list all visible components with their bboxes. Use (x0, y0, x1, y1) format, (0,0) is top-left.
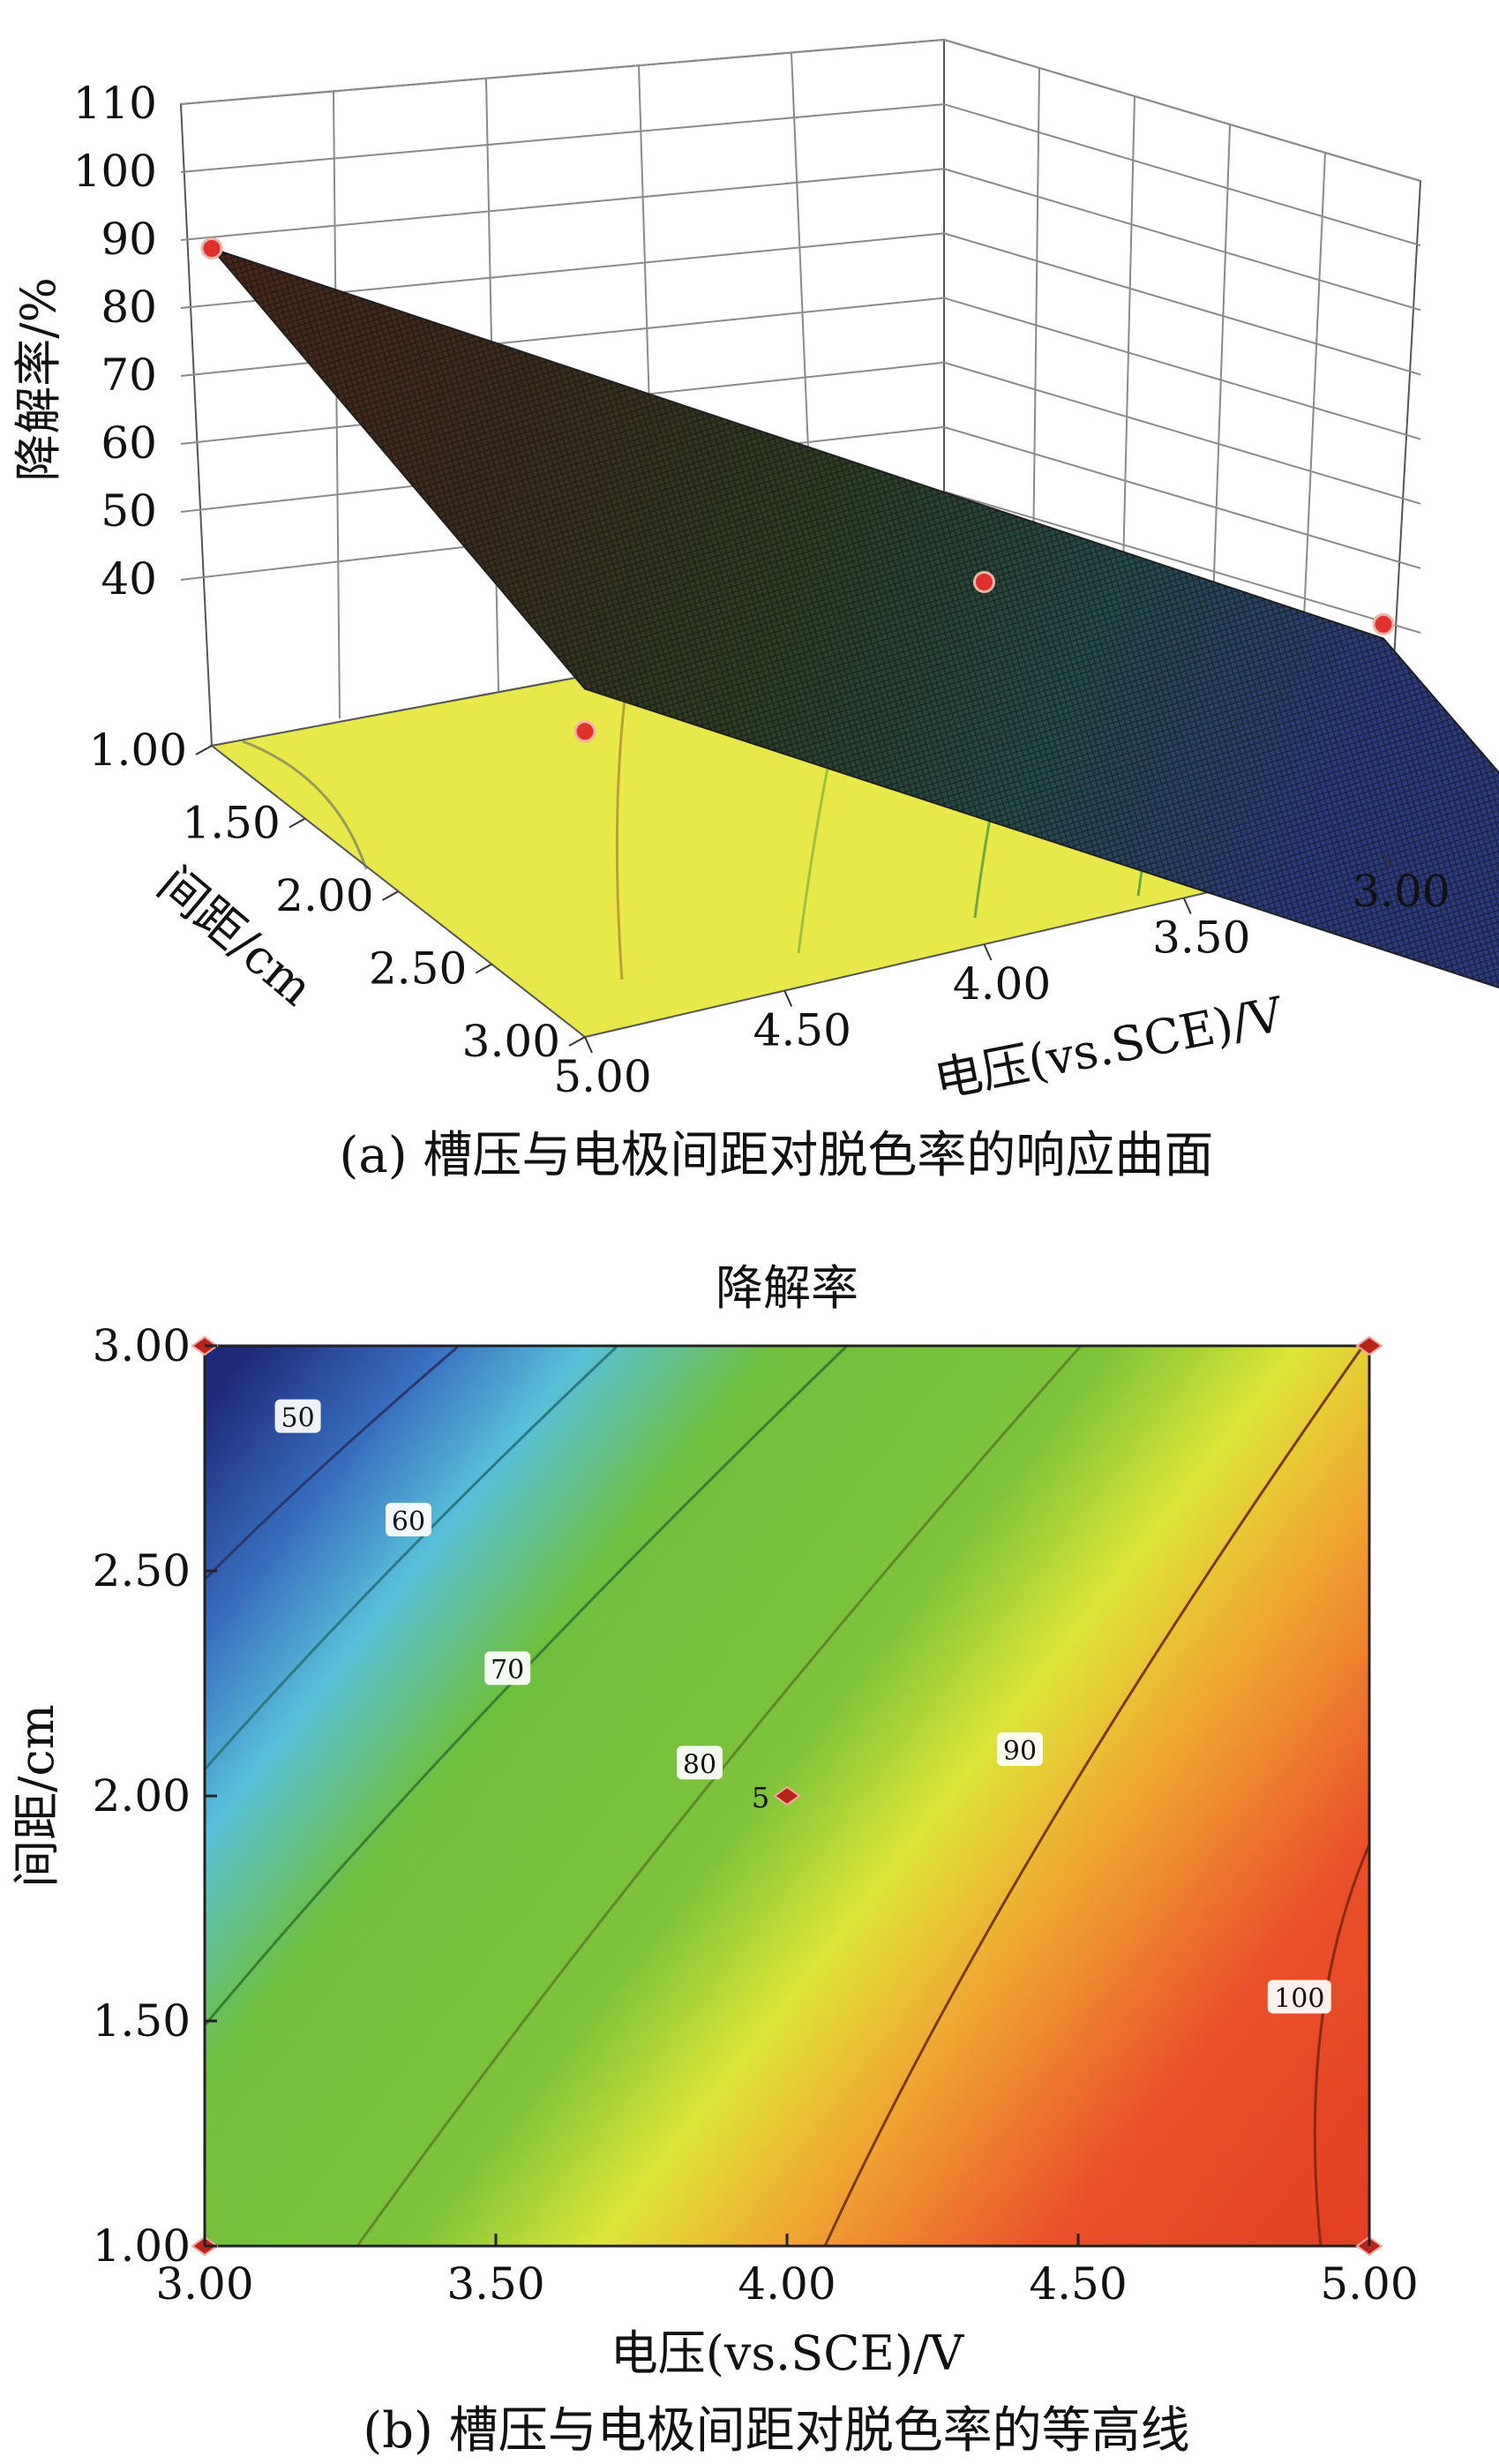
y-tick-label: 2.50 (93, 1545, 191, 1596)
y-tick-label: 1.50 (93, 1995, 191, 2047)
floor-contour (242, 740, 368, 870)
contour-label: 90 (1003, 1736, 1037, 1767)
voltage-tick-mark (783, 990, 793, 1007)
surface-design-point (973, 571, 995, 593)
y-tick-label: 1.00 (93, 2220, 191, 2272)
contour-label-box (386, 1502, 431, 1536)
spacing-tick-mark (382, 890, 399, 901)
spacing-tick-mark (568, 1036, 586, 1047)
x-tick-label: 3.50 (446, 2258, 544, 2310)
z-tick-label: 90 (101, 214, 157, 265)
z-tick-label: 100 (73, 146, 157, 197)
spacing-tick-mark (475, 963, 492, 974)
spacing-tick-mark (195, 745, 213, 755)
spacing-axis-ticks: 1.00 1.50 2.00 2.50 3.00 (89, 725, 586, 1067)
center-point-count: 5 (752, 1781, 769, 1814)
x-tick-label: 3.00 (155, 2258, 253, 2310)
wall-gridline (180, 168, 1421, 312)
z-axis-label: 降解率/% (11, 277, 66, 482)
z-axis-ticks: 40 50 60 70 80 90 100 110 (73, 78, 157, 605)
spacing-tick-label: 2.50 (369, 943, 467, 995)
y-axis-ticks: 1.00 1.50 2.00 2.50 3.00 (93, 1320, 217, 2272)
contour-line-80 (356, 1346, 1083, 2246)
wall-gridline (180, 103, 1421, 247)
contour-line-90 (823, 1346, 1365, 2246)
contour-label-box (677, 1746, 723, 1780)
wall-gridlines (180, 38, 1421, 804)
contour-label-box (997, 1732, 1043, 1766)
x-tick-label: 4.50 (1029, 2258, 1127, 2310)
contour-line-60 (205, 1346, 619, 1770)
spacing-tick-label: 2.00 (275, 870, 373, 921)
z-tick-label: 80 (101, 282, 157, 333)
z-tick-label: 110 (73, 78, 157, 129)
voltage-tick-mark (1383, 851, 1391, 868)
spacing-tick-label: 1.00 (89, 725, 187, 776)
contour-label: 60 (392, 1506, 425, 1537)
contour-label-box (274, 1399, 321, 1433)
spacing-tick-mark (289, 817, 306, 829)
voltage-tick-label: 5.00 (553, 1051, 651, 1102)
response-surface (208, 246, 1499, 989)
panel-b: 降解率 50 60 70 80 90 100 5 3.00 3.50 4.00 4.50 5.00… (9, 1260, 1419, 2460)
wall-gridline (180, 232, 1421, 376)
contour-line-100 (1313, 1844, 1369, 2246)
y-tick-label: 3.00 (93, 1320, 191, 1371)
contour-title: 降解率 (716, 1260, 858, 1316)
y-axis-label: 间距/cm (9, 1704, 64, 1888)
z-tick-label: 60 (101, 417, 157, 469)
contour-line-50 (205, 1346, 460, 1581)
contour-label-box (484, 1651, 531, 1686)
spacing-tick-label: 1.50 (182, 798, 280, 849)
voltage-tick-label: 4.00 (953, 958, 1051, 1010)
x-axis-ticks: 3.00 3.50 4.00 4.50 5.00 (155, 2234, 1419, 2310)
surface-mesh (212, 248, 1499, 988)
voltage-tick-label: 3.50 (1152, 913, 1250, 964)
contour-design-point (773, 1785, 801, 1807)
contour-label: 70 (491, 1655, 524, 1686)
voltage-tick-label: 3.00 (1352, 866, 1450, 917)
voltage-axis-ticks: 5.00 4.50 4.00 3.50 3.00 (553, 851, 1450, 1102)
surface-design-point (1372, 612, 1395, 635)
surface-design-points (200, 237, 1395, 743)
surface-design-point (573, 720, 596, 743)
contour-line-70 (205, 1346, 849, 2026)
panel-a-caption: (a) 槽压与电极间距对脱色率的响应曲面 (340, 1127, 1214, 1184)
z-tick-label: 70 (101, 349, 157, 401)
contour-label: 50 (281, 1403, 315, 1434)
z-tick-label: 40 (101, 553, 157, 605)
contour-label: 100 (1274, 1984, 1324, 2015)
x-axis-label: 电压(vs.SCE)/V (611, 2325, 964, 2381)
surface-design-point (200, 237, 223, 259)
contour-lines (205, 1346, 1369, 2246)
contour-design-point (1355, 1335, 1383, 1356)
z-tick-label: 50 (101, 485, 157, 537)
wall-gridline (333, 91, 341, 719)
voltage-tick-label: 4.50 (753, 1005, 851, 1056)
x-tick-label: 5.00 (1320, 2258, 1418, 2310)
voltage-tick-mark (1182, 898, 1192, 914)
voltage-tick-mark (983, 943, 993, 961)
x-tick-label: 4.00 (738, 2258, 836, 2310)
panel-b-caption: (b) 槽压与电极间距对脱色率的等高线 (363, 2402, 1189, 2460)
contour-level-labels: 50 60 70 80 90 100 (274, 1399, 1331, 2015)
wall-gridline (180, 38, 1421, 182)
y-tick-label: 2.00 (93, 1770, 191, 1822)
spacing-tick-label: 3.00 (462, 1016, 560, 1067)
voltage-tick-mark (584, 1036, 593, 1054)
contour-label-box (1267, 1979, 1331, 2014)
contour-label: 80 (683, 1749, 716, 1780)
